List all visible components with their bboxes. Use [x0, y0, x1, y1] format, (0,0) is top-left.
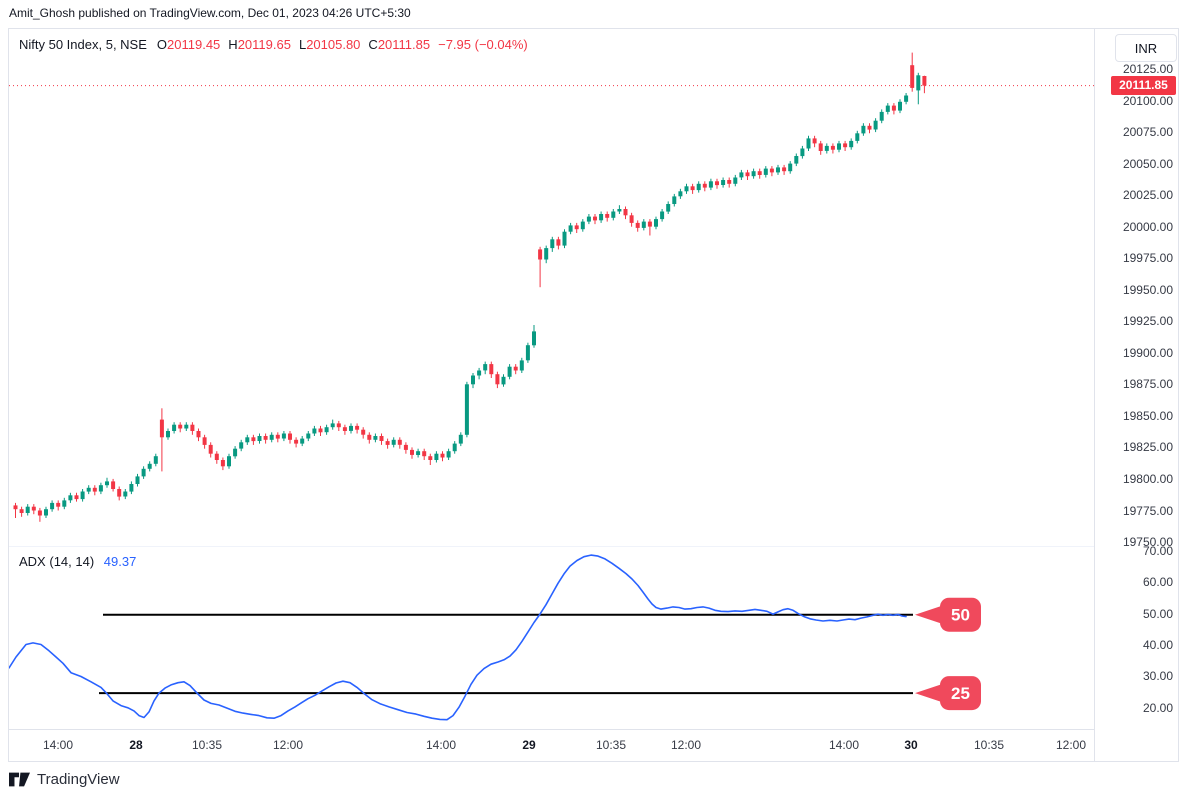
change-value: −7.95 (−0.04%): [438, 37, 528, 52]
tradingview-logo-text[interactable]: TradingView: [37, 770, 120, 788]
adx-pane[interactable]: 50 25 ADX (14, 14) 49.37: [9, 546, 1094, 730]
symbol-title: Nifty 50 Index, 5, NSE: [19, 37, 147, 52]
adx-title: ADX: [19, 554, 46, 569]
adx-level-badge-label: 50: [951, 606, 970, 625]
adx-level-badge-label: 25: [951, 684, 970, 703]
adx-params: (14, 14): [49, 554, 95, 569]
price-tick-label: 19800.00: [1122, 471, 1173, 486]
price-tick-label: 20025.00: [1122, 188, 1173, 203]
adx-value: 49.37: [103, 554, 137, 569]
ohlc-low-label: L: [298, 37, 307, 52]
adx-tick-label: 30.00: [1142, 669, 1173, 684]
time-label-day: 28: [129, 738, 143, 752]
ohlc-open-label: O: [156, 37, 168, 52]
adx-tick-label: 20.00: [1142, 700, 1173, 715]
candlestick-series: [13, 52, 927, 522]
adx-tick-label: 60.00: [1142, 575, 1173, 590]
price-scale[interactable]: INR 20125.00 20100.00 20075.00 20050.00 2002…: [1094, 29, 1179, 761]
candlestick-chart[interactable]: [9, 29, 1094, 546]
adx-line: [9, 554, 907, 721]
ohlc-open-value: 20119.45: [167, 37, 221, 52]
ohlc-low-value: 20105.80: [306, 37, 361, 52]
time-label: 12:00: [272, 738, 304, 752]
last-price-badge: 20111.85: [1111, 76, 1176, 96]
adx-legend: ADX (14, 14) 49.37: [19, 554, 136, 569]
time-label-day: 29: [522, 738, 536, 752]
adx-level-25[interactable]: 25: [99, 676, 981, 711]
time-label-day: 30: [904, 738, 918, 752]
chart-frame: Nifty 50 Index, 5, NSE O20119.45 H20119.65…: [8, 28, 1179, 762]
price-tick-label: 19825.00: [1122, 440, 1173, 455]
price-tick-label: 19925.00: [1122, 314, 1173, 329]
adx-chart[interactable]: 50 25: [9, 547, 1094, 730]
adx-level-50[interactable]: 50: [103, 597, 981, 632]
price-tick-label: 19975.00: [1122, 251, 1173, 266]
adx-tick-label: 40.00: [1142, 638, 1173, 652]
price-tick-label: 19750.00: [1122, 535, 1173, 549]
ohlc-high-value: 20119.65: [237, 37, 291, 52]
time-label: 10:35: [595, 738, 627, 752]
price-tick-label: 19775.00: [1122, 503, 1173, 518]
time-label: 14:00: [42, 738, 74, 752]
footer: TradingView: [9, 765, 120, 793]
tradingview-logo-icon[interactable]: [9, 770, 30, 789]
price-tick-label: 20125.00: [1122, 62, 1173, 76]
time-label: 12:00: [1055, 738, 1087, 752]
time-label: 10:35: [973, 738, 1005, 752]
time-label: 14:00: [828, 738, 860, 752]
time-label: 12:00: [670, 738, 702, 752]
symbol-legend: Nifty 50 Index, 5, NSE O20119.45 H20119.65…: [19, 37, 528, 52]
attribution-text: Amit_Ghosh published on TradingView.com,…: [9, 6, 411, 20]
time-label: 10:35: [191, 738, 223, 752]
price-tick-label: 20075.00: [1122, 125, 1173, 140]
price-tick-label: 20100.00: [1122, 93, 1173, 108]
adx-tick-label: 50.00: [1142, 606, 1173, 621]
adx-tick-label: 70.00: [1142, 544, 1173, 558]
time-label: 14:00: [425, 738, 457, 752]
price-tick-label: 20000.00: [1122, 219, 1173, 234]
time-axis[interactable]: 14:00 28 10:35 12:00 14:00 29 10:35 12:00 14:00 3…: [9, 729, 1094, 762]
price-tick-label: 19950.00: [1122, 282, 1173, 297]
ohlc-close-value: 20111.85: [377, 37, 431, 52]
currency-toggle-button[interactable]: INR: [1115, 34, 1177, 62]
price-tick-label: 19850.00: [1122, 408, 1173, 423]
price-pane[interactable]: Nifty 50 Index, 5, NSE O20119.45 H20119.65…: [9, 29, 1094, 546]
ohlc-close-label: C: [368, 37, 378, 52]
price-tick-label: 19900.00: [1122, 345, 1173, 360]
price-tick-label: 19875.00: [1122, 377, 1173, 392]
ohlc-high-label: H: [228, 37, 238, 52]
price-tick-label: 20050.00: [1122, 156, 1173, 171]
